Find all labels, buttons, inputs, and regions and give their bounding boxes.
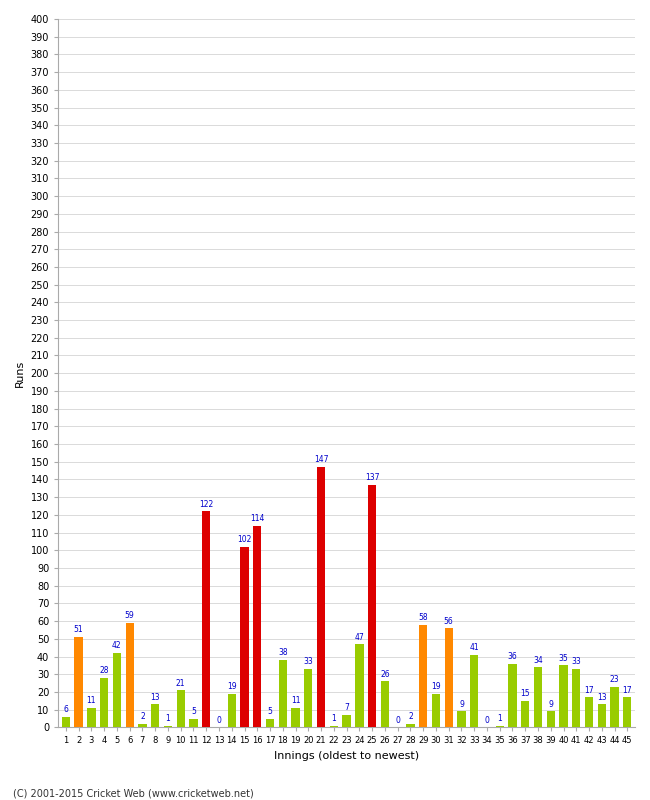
Text: 2: 2	[140, 712, 145, 722]
Bar	[406, 724, 415, 727]
Y-axis label: Runs: Runs	[15, 359, 25, 387]
Bar	[585, 698, 593, 727]
Text: 41: 41	[469, 643, 479, 652]
Text: 5: 5	[268, 707, 272, 716]
Text: 42: 42	[112, 642, 122, 650]
Bar	[227, 694, 236, 727]
Bar	[100, 678, 109, 727]
Bar	[470, 655, 478, 727]
Bar	[597, 704, 606, 727]
Text: 58: 58	[419, 613, 428, 622]
Text: 51: 51	[74, 626, 83, 634]
Text: 11: 11	[86, 696, 96, 706]
Bar	[75, 637, 83, 727]
Bar	[317, 467, 325, 727]
Text: 56: 56	[444, 617, 454, 626]
Text: 17: 17	[584, 686, 594, 694]
Bar	[495, 726, 504, 727]
Bar	[623, 698, 632, 727]
Text: 9: 9	[549, 700, 553, 709]
Text: 35: 35	[558, 654, 568, 662]
Text: 9: 9	[459, 700, 464, 709]
Text: 114: 114	[250, 514, 265, 523]
Text: 11: 11	[291, 696, 300, 706]
Bar	[240, 546, 249, 727]
Text: 26: 26	[380, 670, 390, 678]
Bar	[432, 694, 440, 727]
Text: 34: 34	[533, 655, 543, 665]
Text: 19: 19	[227, 682, 237, 691]
Text: 19: 19	[431, 682, 441, 691]
Text: 5: 5	[191, 707, 196, 716]
Bar	[125, 623, 134, 727]
Text: 13: 13	[597, 693, 606, 702]
Bar	[253, 526, 261, 727]
Bar	[202, 511, 211, 727]
Text: 33: 33	[304, 658, 313, 666]
Bar	[330, 726, 338, 727]
Bar	[419, 625, 427, 727]
Text: 33: 33	[571, 658, 581, 666]
Bar	[355, 644, 363, 727]
Text: 2: 2	[408, 712, 413, 722]
Text: 59: 59	[125, 611, 135, 620]
Text: 137: 137	[365, 473, 380, 482]
Text: 6: 6	[64, 705, 68, 714]
Bar	[304, 669, 313, 727]
Bar	[291, 708, 300, 727]
Bar	[445, 628, 453, 727]
Text: 122: 122	[199, 500, 213, 509]
Text: 1: 1	[166, 714, 170, 723]
Bar	[266, 718, 274, 727]
Bar	[458, 711, 465, 727]
Bar	[381, 682, 389, 727]
Text: 38: 38	[278, 649, 287, 658]
Bar	[343, 715, 351, 727]
Bar	[508, 664, 517, 727]
Bar	[534, 667, 542, 727]
Bar	[189, 718, 198, 727]
Text: 17: 17	[623, 686, 632, 694]
Bar	[368, 485, 376, 727]
Bar	[151, 704, 159, 727]
Bar	[572, 669, 580, 727]
Text: 1: 1	[332, 714, 336, 723]
Bar	[547, 711, 555, 727]
Text: 47: 47	[354, 633, 364, 642]
Bar	[164, 726, 172, 727]
Text: 13: 13	[150, 693, 160, 702]
Text: 36: 36	[508, 652, 517, 661]
Text: 23: 23	[610, 675, 619, 684]
Text: 102: 102	[237, 535, 252, 544]
X-axis label: Innings (oldest to newest): Innings (oldest to newest)	[274, 751, 419, 761]
Text: 7: 7	[344, 703, 349, 712]
Text: 0: 0	[216, 716, 222, 725]
Bar	[610, 686, 619, 727]
Text: 1: 1	[497, 714, 502, 723]
Bar	[177, 690, 185, 727]
Bar	[62, 717, 70, 727]
Bar	[87, 708, 96, 727]
Bar	[138, 724, 147, 727]
Text: 21: 21	[176, 678, 185, 687]
Text: 28: 28	[99, 666, 109, 675]
Bar	[112, 653, 121, 727]
Text: 15: 15	[521, 689, 530, 698]
Bar	[560, 666, 567, 727]
Text: (C) 2001-2015 Cricket Web (www.cricketweb.net): (C) 2001-2015 Cricket Web (www.cricketwe…	[13, 788, 254, 798]
Text: 0: 0	[395, 716, 400, 725]
Bar	[521, 701, 529, 727]
Text: 147: 147	[314, 455, 328, 465]
Bar	[279, 660, 287, 727]
Text: 0: 0	[484, 716, 489, 725]
